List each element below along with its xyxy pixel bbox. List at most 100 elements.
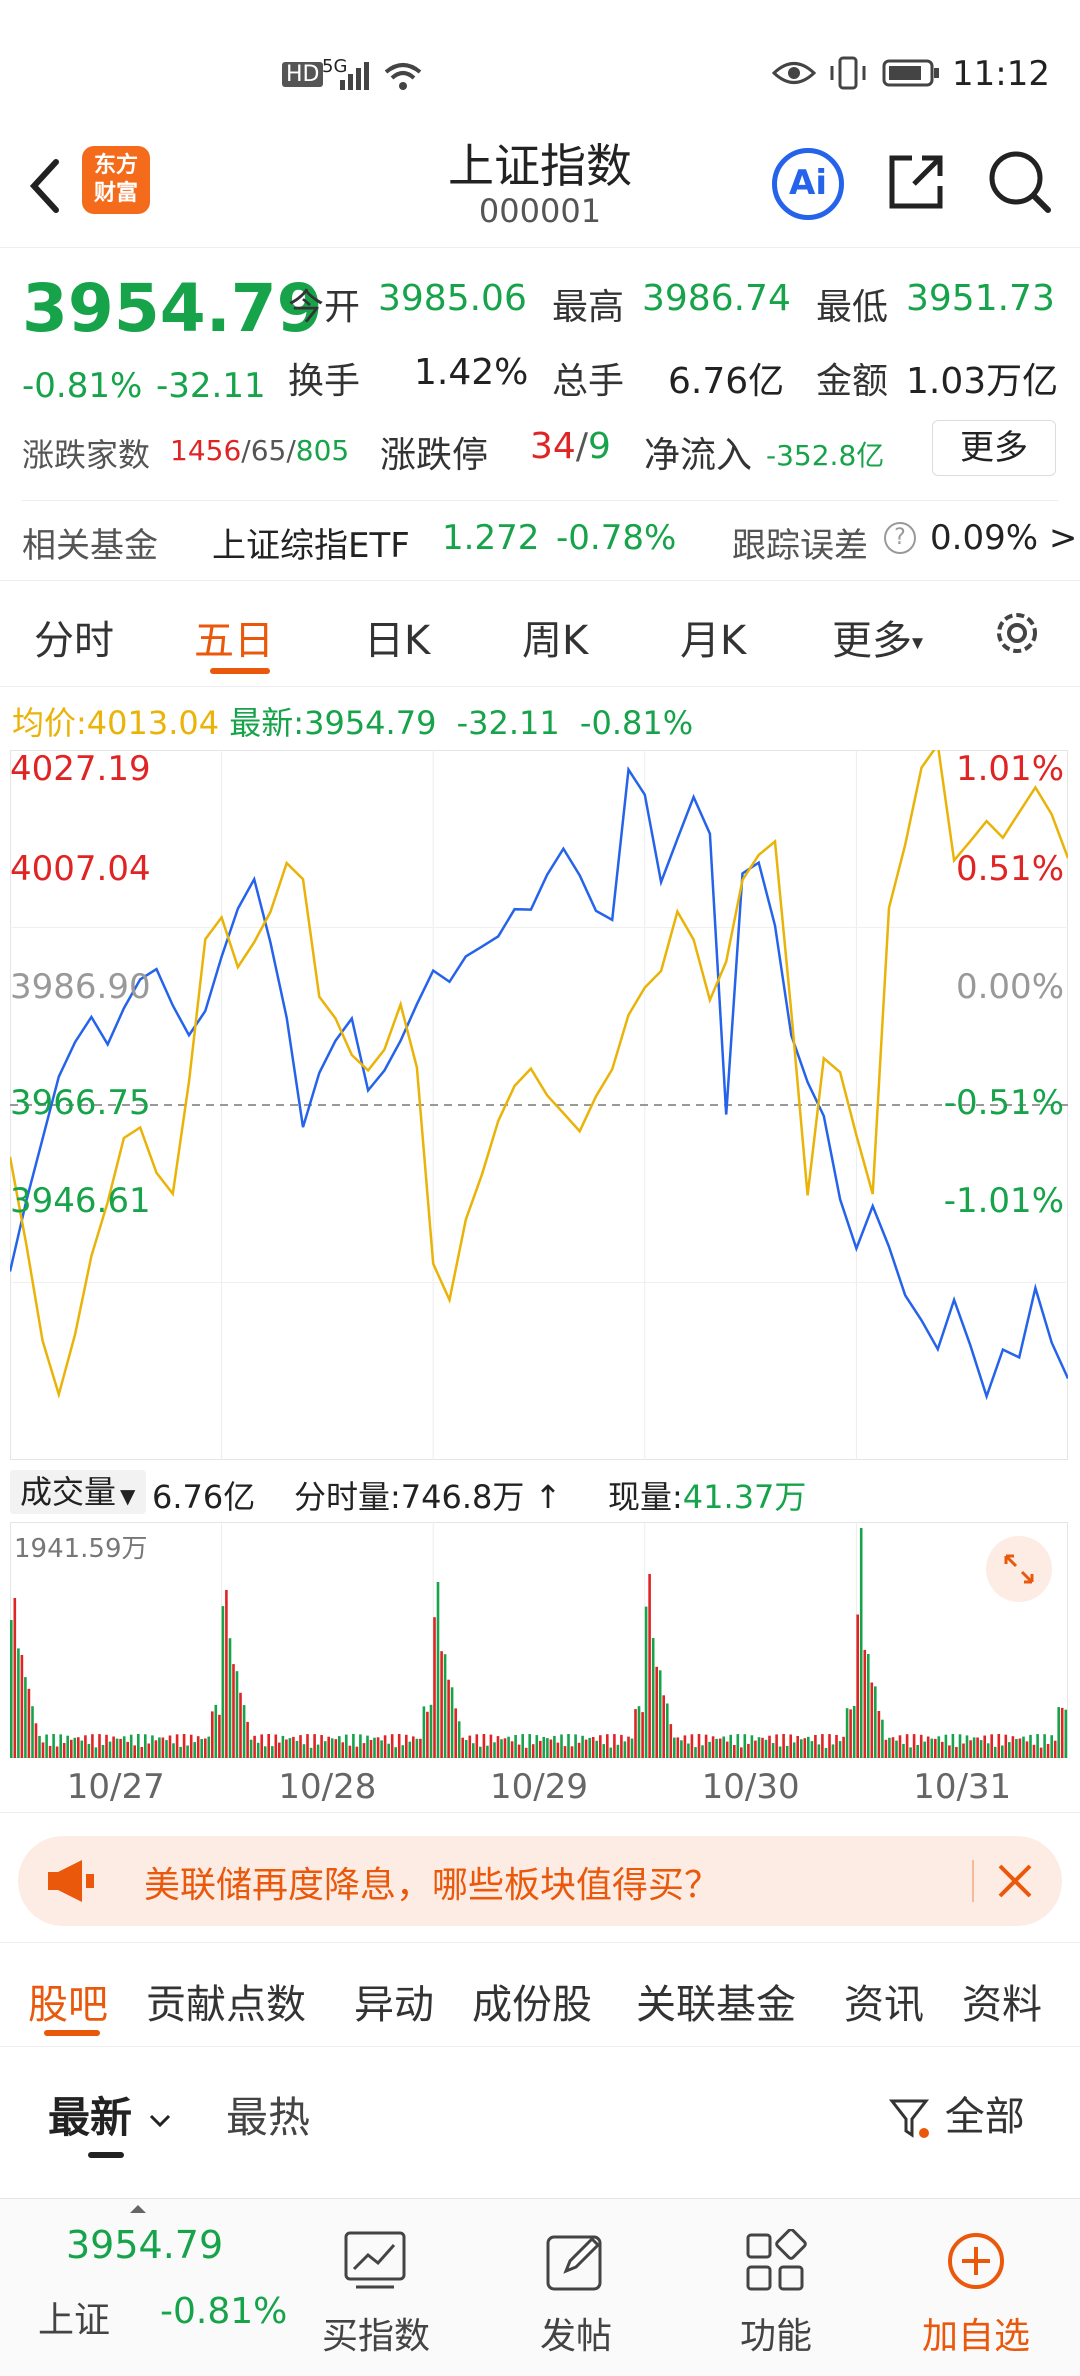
volume-bar: [70, 1739, 73, 1758]
volume-bar: [313, 1734, 316, 1758]
sort-indicator: [88, 2152, 124, 2158]
volume-bar: [683, 1735, 687, 1758]
page-title: 上证指数: [448, 139, 632, 193]
volume-bar: [669, 1724, 673, 1758]
volume-bar: [397, 1734, 401, 1758]
close-icon[interactable]: [994, 1860, 1036, 1902]
volume-bar: [842, 1736, 845, 1758]
subtab-contribution[interactable]: 贡献点数: [146, 1982, 306, 2028]
subtab-news[interactable]: 资讯: [844, 1982, 924, 2028]
divider: [0, 686, 1080, 687]
volume-bar: [986, 1743, 990, 1758]
settings-gear-icon[interactable]: [990, 606, 1044, 660]
volume-bar: [747, 1743, 750, 1758]
nav-buy-index[interactable]: 买指数: [286, 2199, 466, 2376]
volume-bar: [563, 1746, 567, 1758]
volume-bar: [380, 1740, 383, 1758]
share-icon[interactable]: [884, 150, 948, 214]
inflow-value: -352.8亿: [766, 439, 885, 472]
hd-indicator: HD: [282, 62, 324, 87]
volume-bar: [1025, 1741, 1029, 1758]
average-line: [10, 750, 1068, 1399]
subtab-movement[interactable]: 异动: [354, 1982, 434, 2028]
tab-daily-k[interactable]: 日K: [364, 618, 431, 664]
tab-monthly-k[interactable]: 月K: [680, 618, 747, 664]
filter-button[interactable]: 全部: [888, 2084, 1025, 2142]
limit-up: 34: [530, 426, 576, 467]
volume-bar: [108, 1741, 112, 1758]
volume-bar: [912, 1734, 916, 1758]
subtab-forum[interactable]: 股吧: [28, 1982, 108, 2028]
minute-volume-label: 分时量:746.8万: [294, 1478, 525, 1516]
volume-chart[interactable]: [10, 1522, 1068, 1758]
volume-bar: [926, 1736, 930, 1758]
tracking-error-value[interactable]: 0.09% >: [930, 518, 1078, 558]
volume-bar: [983, 1735, 986, 1758]
subtab-profile[interactable]: 资料: [962, 1982, 1042, 2028]
expand-button[interactable]: [986, 1536, 1052, 1602]
volume-bar: [965, 1735, 969, 1758]
nav-index-quote[interactable]: 3954.79 上证 -0.81%: [0, 2199, 287, 2376]
news-banner[interactable]: 美联储再度降息，哪些板块值得买？: [18, 1836, 1062, 1926]
expand-icon: [1004, 1554, 1034, 1584]
tab-weekly-k[interactable]: 周K: [522, 618, 589, 664]
up-arrow-icon: ↑: [534, 1478, 562, 1516]
volume-bar: [990, 1734, 993, 1758]
volume-bar: [775, 1734, 778, 1758]
nav-post[interactable]: 发帖: [486, 2199, 666, 2376]
volume-bar: [263, 1746, 267, 1758]
y-axis-right-label: 0.51%: [956, 849, 1064, 889]
breadth-label: 涨跌家数: [22, 436, 151, 474]
y-axis-left-label: 3986.90: [10, 967, 151, 1007]
volume-bar: [810, 1741, 814, 1758]
volume-bar: [204, 1738, 207, 1758]
sort-latest-label: 最新: [48, 2093, 133, 2142]
volume-bar: [440, 1651, 443, 1758]
volume-bar: [1001, 1745, 1004, 1758]
volume-bar: [302, 1744, 306, 1758]
volume-bar: [249, 1739, 253, 1758]
volume-bar: [292, 1736, 295, 1758]
divider: [0, 1942, 1080, 1943]
volume-bar: [648, 1574, 651, 1758]
tab-intraday[interactable]: 分时: [34, 618, 114, 664]
header: 东方 财富 上证指数 000001 Ai: [0, 130, 1080, 248]
help-icon[interactable]: ?: [884, 522, 916, 554]
price-chart[interactable]: 4027.19 4007.04 3986.90 3966.75 3946.61 1.01%…: [10, 750, 1068, 1460]
volume-bar: [77, 1737, 80, 1758]
tab-more[interactable]: 更多▾: [832, 608, 923, 666]
volume-bar: [158, 1737, 161, 1758]
volume-bar: [916, 1745, 919, 1758]
volume-bar: [588, 1737, 591, 1758]
tab-five-day[interactable]: 五日: [194, 618, 274, 664]
back-arrow-icon[interactable]: [20, 150, 80, 220]
volume-bar: [285, 1739, 288, 1758]
volume-bar: [595, 1740, 598, 1758]
nav-add-watchlist[interactable]: 加自选: [886, 2199, 1066, 2376]
volume-bar: [630, 1738, 634, 1758]
ai-button[interactable]: Ai: [772, 148, 844, 220]
subtab-related-funds[interactable]: 关联基金: [636, 1982, 796, 2028]
volume-bar: [930, 1738, 934, 1758]
nav-functions[interactable]: 功能: [686, 2199, 866, 2376]
volume-bar: [606, 1734, 609, 1758]
volume-bar: [52, 1734, 55, 1758]
volume-bar: [531, 1744, 535, 1758]
volume-bar: [225, 1590, 228, 1758]
volume-bar: [948, 1745, 951, 1758]
volume-bar: [831, 1744, 835, 1758]
volume-selector[interactable]: 成交量 ▼: [10, 1470, 146, 1514]
subtab-constituents[interactable]: 成份股: [472, 1982, 592, 2028]
volume-bar: [260, 1734, 263, 1758]
volume-bar: [934, 1738, 937, 1758]
volume-bar: [91, 1734, 94, 1758]
chart-legend: 均价:4013.04 最新:3954.79 -32.11 -0.81%: [12, 698, 693, 744]
volume-bar: [835, 1735, 838, 1758]
sort-latest[interactable]: 最新: [48, 2084, 173, 2145]
sort-hot[interactable]: 最热: [226, 2093, 311, 2142]
fund-name[interactable]: 上证综指ETF: [212, 526, 410, 566]
search-icon[interactable]: [986, 148, 1052, 216]
volume-bar: [256, 1742, 260, 1758]
volume-bar: [500, 1739, 503, 1758]
more-button[interactable]: 更多: [932, 420, 1056, 476]
